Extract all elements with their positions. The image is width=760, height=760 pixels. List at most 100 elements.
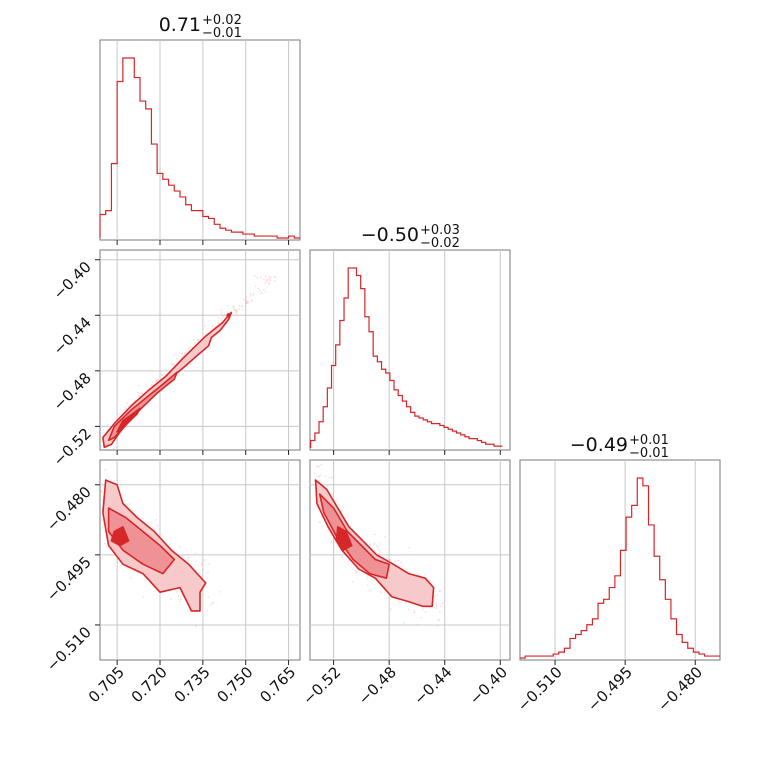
hist-2-bin-31 xyxy=(693,652,699,658)
hist-1-bin-31 xyxy=(440,426,444,449)
scatter-4-sample-209 xyxy=(178,600,181,603)
scatter-4-sample-11 xyxy=(101,519,104,522)
scatter-3-sample-166 xyxy=(257,287,259,290)
scatter-5-frame xyxy=(309,459,511,661)
scatter-3-sample-78 xyxy=(138,391,141,394)
hist-0-bin-13 xyxy=(174,191,180,238)
scatter-4-ytick-label-0: −0.480 xyxy=(43,483,95,535)
hist-2-bin-7 xyxy=(559,652,565,658)
hist-2-bin-12 xyxy=(587,625,593,658)
scatter-4-sample-237 xyxy=(198,572,201,574)
hist-1-bin-14 xyxy=(369,332,373,448)
scatter-3-sample-97 xyxy=(256,276,259,279)
title-value-2: −0.49 xyxy=(570,434,628,456)
scatter-3-sample-230 xyxy=(172,363,175,365)
scatter-3-sample-113 xyxy=(243,298,246,301)
scatter-5-sample-25 xyxy=(324,475,327,478)
hist-0-bin-0 xyxy=(100,215,106,238)
scatter-4-ytick-label-1: −0.495 xyxy=(43,553,95,605)
scatter-3-sample-127 xyxy=(266,279,268,282)
scatter-5-sample-150 xyxy=(366,577,369,580)
hist-1-bin-28 xyxy=(427,422,431,448)
scatter-3-sample-249 xyxy=(265,280,267,283)
hist-1-bin-38 xyxy=(469,439,473,448)
scatter-4-xtick-label-2: 0.735 xyxy=(171,663,214,706)
hist-2-bin-17 xyxy=(615,576,621,658)
scatter-5-sample-42 xyxy=(436,624,439,627)
scatter-3-samples xyxy=(101,274,277,450)
scatter-5-sample-254 xyxy=(378,553,380,555)
scatter-5-sample-89 xyxy=(320,474,323,476)
scatter-3-sample-140 xyxy=(220,312,223,314)
scatter-3-sample-201 xyxy=(249,292,252,295)
scatter-3-sample-32 xyxy=(232,307,235,310)
scatter-3-sample-129 xyxy=(180,355,183,358)
hist-0-bin-18 xyxy=(203,216,209,238)
scatter-3-sample-65 xyxy=(126,402,129,405)
scatter-3-sample-137 xyxy=(155,379,158,382)
scatter-3-sample-251 xyxy=(221,319,223,322)
scatter-3-sample-24 xyxy=(112,447,115,450)
hist-2-bin-20 xyxy=(632,505,638,658)
hist-1-bin-32 xyxy=(444,427,448,448)
scatter-3-sample-189 xyxy=(262,278,265,281)
scatter-4-sample-98 xyxy=(156,525,159,527)
hist-2-bin-10 xyxy=(576,635,582,658)
scatter-5-sample-224 xyxy=(397,559,400,562)
hist-1-bin-37 xyxy=(465,437,469,448)
title-upper-2: +0.01 xyxy=(629,433,669,448)
scatter-3-sample-122 xyxy=(274,275,277,278)
hist-0-bin-2 xyxy=(111,164,117,238)
hist-1-frame xyxy=(309,249,511,451)
scatter-3-sample-76 xyxy=(223,314,226,317)
scatter-5-sample-29 xyxy=(374,533,376,536)
hist-0-bin-3 xyxy=(117,81,123,238)
scatter-4-sample-153 xyxy=(104,542,106,545)
scatter-5-sample-213 xyxy=(321,525,324,528)
scatter-3-sample-179 xyxy=(238,308,241,311)
scatter-5-sample-196 xyxy=(439,590,442,592)
scatter-5-sample-177 xyxy=(435,594,438,597)
scatter-3-sample-41 xyxy=(120,431,123,434)
scatter-3-sample-95 xyxy=(124,406,127,409)
scatter-4-samples xyxy=(100,469,221,627)
scatter-4-sample-86 xyxy=(169,598,172,601)
scatter-4-sample-12 xyxy=(104,469,106,471)
scatter-3-sample-18 xyxy=(189,346,191,348)
scatter-4-sample-13 xyxy=(130,577,132,579)
hist-1-bin-26 xyxy=(419,418,423,448)
scatter-4-sample-200 xyxy=(101,527,104,529)
scatter-5-xtick-label-2: −0.44 xyxy=(410,663,455,708)
scatter-3-sample-71 xyxy=(245,301,248,304)
scatter-5-sample-109 xyxy=(439,610,441,613)
scatter-4-sample-46 xyxy=(194,552,197,555)
scatter-3-sample-35 xyxy=(187,347,190,349)
hist-0-bin-9 xyxy=(151,144,157,238)
scatter-3-sample-112 xyxy=(211,327,214,329)
scatter-3-sample-74 xyxy=(220,317,223,320)
scatter-5-sample-102 xyxy=(354,569,357,572)
hist-2-bin-9 xyxy=(570,638,576,658)
scatter-3-sample-155 xyxy=(137,391,139,394)
scatter-5-sample-133 xyxy=(376,544,378,547)
scatter-5-sample-11 xyxy=(405,602,407,605)
scatter-3-contour-inner xyxy=(116,407,141,433)
scatter-3-sample-196 xyxy=(261,292,263,294)
hist-0-bin-22 xyxy=(226,230,232,238)
scatter-3-sample-110 xyxy=(262,288,265,291)
hist-1-bin-35 xyxy=(457,433,461,448)
scatter-panel-5: −0.52 −0.48 −0.44 −0.40 xyxy=(299,459,511,708)
scatter-4-sample-123 xyxy=(195,625,197,627)
scatter-5-sample-256 xyxy=(328,476,331,479)
scatter-3-sample-217 xyxy=(173,354,176,357)
scatter-3-sample-207 xyxy=(254,285,257,288)
scatter-5-sample-84 xyxy=(423,574,426,576)
scatter-5-contour-inner xyxy=(335,525,353,552)
hist-2-bin-21 xyxy=(637,478,643,658)
scatter-4-sample-242 xyxy=(181,554,184,557)
scatter-3-sample-49 xyxy=(190,363,192,365)
hist-1-bin-8 xyxy=(344,298,348,448)
hist-0-bin-17 xyxy=(197,211,203,238)
scatter-5-sample-101 xyxy=(351,580,354,583)
title-value-1: −0.50 xyxy=(361,224,419,246)
